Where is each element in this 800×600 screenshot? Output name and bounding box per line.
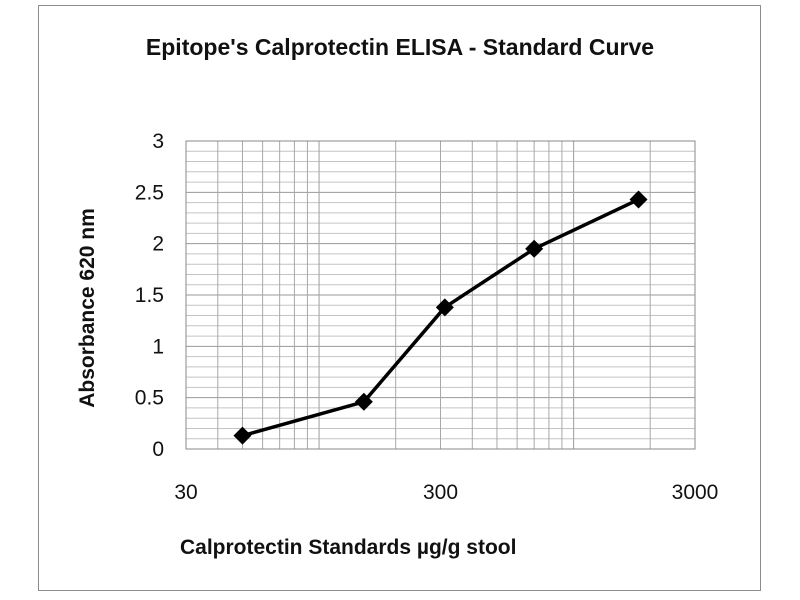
data-point-marker xyxy=(525,239,544,258)
x-tick-labels: 30 300 3000 xyxy=(174,481,718,504)
y-tick-label: 1 xyxy=(152,335,164,358)
x-tick-label: 30 xyxy=(174,481,197,504)
x-axis-label: Calprotectin Standards µg/g stool xyxy=(180,536,517,559)
y-tick-label: 2.5 xyxy=(135,181,164,204)
y-tick-label: 2 xyxy=(152,233,164,256)
x-tick-label: 300 xyxy=(423,481,458,504)
data-point-marker xyxy=(233,426,252,445)
series-markers xyxy=(233,190,648,445)
grid-lines xyxy=(185,140,696,450)
x-tick-label: 3000 xyxy=(672,481,719,504)
data-point-marker xyxy=(354,392,373,411)
data-point-marker xyxy=(629,190,648,209)
y-tick-labels: 0 0.5 1 1.5 2 2.5 3 xyxy=(135,130,164,461)
y-tick-label: 0 xyxy=(152,438,164,461)
chart-frame xyxy=(38,5,761,591)
plot-area-border xyxy=(185,140,696,450)
data-point-marker xyxy=(435,298,454,317)
y-tick-label: 3 xyxy=(152,130,164,153)
chart-title: Epitope's Calprotectin ELISA - Standard … xyxy=(145,34,655,60)
y-tick-label: 0.5 xyxy=(135,387,164,410)
y-tick-label: 1.5 xyxy=(135,284,164,307)
